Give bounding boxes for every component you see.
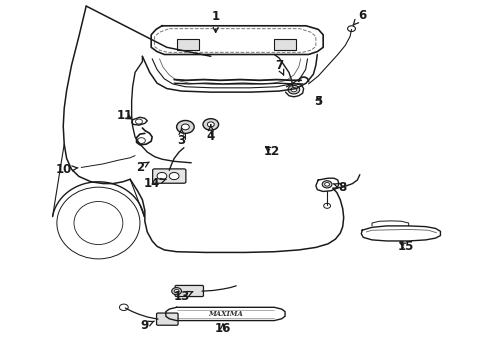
Circle shape xyxy=(169,172,179,180)
Text: 12: 12 xyxy=(264,145,280,158)
FancyBboxPatch shape xyxy=(153,169,186,183)
Text: 2: 2 xyxy=(136,161,149,174)
Circle shape xyxy=(207,122,214,127)
Text: 8: 8 xyxy=(333,181,347,194)
Circle shape xyxy=(324,203,331,208)
Text: 6: 6 xyxy=(353,9,367,25)
Text: 11: 11 xyxy=(117,109,133,122)
Text: 3: 3 xyxy=(177,129,186,147)
Circle shape xyxy=(157,172,167,180)
FancyBboxPatch shape xyxy=(176,40,198,50)
Text: 10: 10 xyxy=(56,163,78,176)
Text: 5: 5 xyxy=(314,95,322,108)
Text: 7: 7 xyxy=(275,59,284,75)
Text: 9: 9 xyxy=(141,319,154,332)
Text: 16: 16 xyxy=(215,321,231,334)
Circle shape xyxy=(181,124,189,130)
Circle shape xyxy=(288,85,300,94)
Text: 1: 1 xyxy=(212,10,220,32)
Text: 4: 4 xyxy=(207,125,215,144)
Circle shape xyxy=(176,121,194,134)
Circle shape xyxy=(291,87,297,92)
FancyBboxPatch shape xyxy=(175,285,203,297)
Circle shape xyxy=(347,26,355,32)
Circle shape xyxy=(172,288,181,295)
Text: 13: 13 xyxy=(173,290,193,303)
Circle shape xyxy=(203,119,219,130)
Text: 15: 15 xyxy=(398,240,415,253)
Circle shape xyxy=(322,181,332,188)
FancyBboxPatch shape xyxy=(157,313,178,325)
Text: MAXIMA: MAXIMA xyxy=(208,310,243,318)
Circle shape xyxy=(136,119,143,124)
Text: 14: 14 xyxy=(144,177,166,190)
Circle shape xyxy=(138,138,146,143)
Circle shape xyxy=(120,304,128,311)
Circle shape xyxy=(174,289,179,293)
Circle shape xyxy=(325,183,330,186)
FancyBboxPatch shape xyxy=(274,40,296,50)
